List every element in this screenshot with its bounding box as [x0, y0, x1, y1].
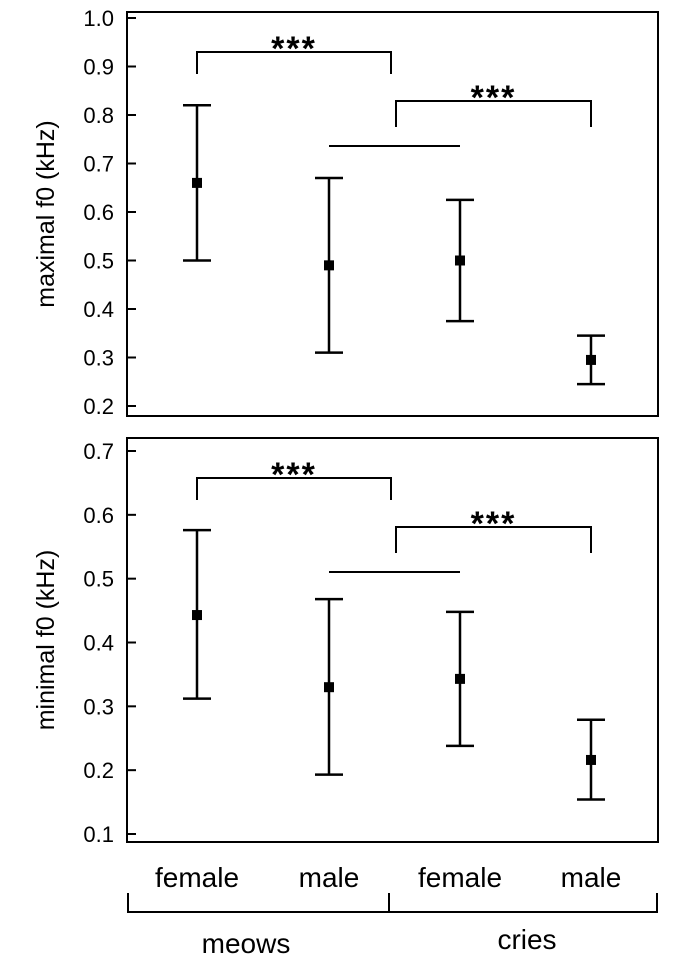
- mean-point: [324, 260, 334, 271]
- mean-point: [192, 177, 202, 188]
- y-tick-label: 0.1: [83, 822, 114, 847]
- significance-label: ***: [471, 79, 517, 117]
- data-marks: *** ***: [183, 30, 605, 386]
- mean-point: [324, 682, 334, 693]
- significance-bracket: [196, 477, 392, 500]
- y-tick-label: 0.7: [83, 439, 114, 464]
- significance-bracket: [395, 100, 592, 127]
- significance-label: ***: [271, 30, 317, 68]
- y-axis-ticks: 0.1 0.2 0.3 0.4 0.5 0.6 0.7: [83, 439, 136, 847]
- significance-bracket: [196, 51, 392, 74]
- y-tick-label: 0.7: [83, 152, 114, 177]
- y-tick-label: 0.2: [83, 394, 114, 419]
- y-tick-label: 0.3: [83, 694, 114, 719]
- x-tick-label-meows-male: male: [299, 862, 360, 893]
- x-tick-label-cries-female: female: [418, 862, 502, 893]
- y-tick-label: 0.8: [83, 103, 114, 128]
- significance-label: ***: [271, 456, 317, 494]
- y-tick-label: 0.2: [83, 758, 114, 783]
- y-tick-label: 0.4: [83, 631, 114, 656]
- mean-point: [455, 673, 465, 684]
- significance-bracket: [395, 526, 592, 553]
- y-axis-label: minimal f0 (kHz): [32, 550, 60, 731]
- mean-point: [586, 754, 596, 765]
- x-tick-label-meows-female: female: [155, 862, 239, 893]
- group-label-cries: cries: [497, 924, 556, 955]
- y-axis-label: maximal f0 (kHz): [32, 120, 60, 308]
- data-marks: *** ***: [183, 456, 605, 801]
- mean-point: [192, 610, 202, 621]
- plot-frame: [126, 11, 659, 417]
- y-tick-label: 0.5: [83, 249, 114, 274]
- significance-label: ***: [471, 505, 517, 543]
- x-tick-label-cries-male: male: [561, 862, 622, 893]
- y-tick-label: 0.6: [83, 503, 114, 528]
- y-tick-label: 0.4: [83, 297, 114, 322]
- panel-maximal-f0: maximal f0 (kHz) 0.20.30.40.50.60.70.80.…: [32, 6, 659, 419]
- mean-point: [586, 354, 596, 365]
- group-label-meows: meows: [202, 928, 291, 959]
- plot-frame: [126, 437, 659, 843]
- y-tick-label: 0.5: [83, 567, 114, 592]
- mean-point: [455, 255, 465, 266]
- y-tick-label: 0.6: [83, 200, 114, 225]
- y-tick-label: 0.3: [83, 346, 114, 371]
- panel-minimal-f0: minimal f0 (kHz) 0.1 0.2 0.3 0.4 0.5 0.6 0.7 *…: [32, 437, 659, 847]
- y-tick-label: 1.0: [83, 6, 114, 31]
- group-bracket: [127, 893, 658, 913]
- y-axis-ticks: 0.2 0.3 0.4 0.5 0.6 0.7 0.8 0.9 1.0: [83, 6, 136, 419]
- y-tick-label: 0.9: [83, 55, 114, 80]
